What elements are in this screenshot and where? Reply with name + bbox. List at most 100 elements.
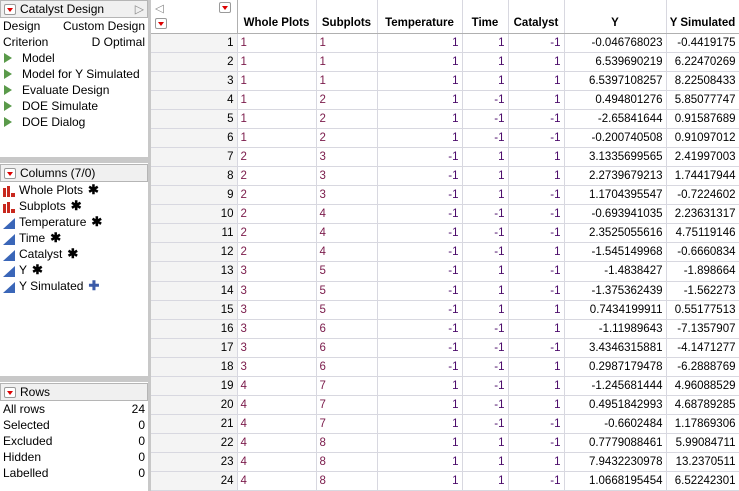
table-cell[interactable]: 8: [316, 452, 378, 473]
panel-splitter[interactable]: [148, 0, 151, 491]
table-cell[interactable]: 2.3525055616: [564, 223, 667, 244]
table-cell[interactable]: -1: [508, 223, 565, 244]
table-cell[interactable]: 1: [462, 147, 509, 168]
table-cell[interactable]: 0.7779088461: [564, 433, 667, 454]
table-cell[interactable]: 1: [377, 33, 463, 53]
script-item[interactable]: DOE Simulate: [0, 98, 148, 114]
column-header[interactable]: Whole Plots: [237, 0, 317, 34]
table-cell[interactable]: 0.4951842993: [564, 395, 667, 416]
table-cell[interactable]: -0.200740508: [564, 128, 667, 148]
table-cell[interactable]: -1: [377, 166, 463, 187]
table-cell[interactable]: 1: [377, 433, 463, 454]
table-cell[interactable]: 1: [237, 33, 317, 53]
table-cell[interactable]: 1.74417944: [666, 166, 739, 187]
row-number[interactable]: 14: [151, 281, 238, 301]
table-cell[interactable]: 6.22470269: [666, 52, 739, 72]
columns-panel-header[interactable]: Columns (7/0): [0, 164, 148, 182]
table-cell[interactable]: -0.693941035: [564, 204, 667, 225]
table-cell[interactable]: 1: [508, 71, 565, 91]
column-header[interactable]: Y Simulated: [666, 0, 739, 34]
table-cell[interactable]: -1: [462, 90, 509, 110]
row-number[interactable]: 12: [151, 242, 238, 263]
table-cell[interactable]: 4: [237, 433, 317, 454]
table-cell[interactable]: 4: [237, 376, 317, 396]
table-cell[interactable]: 4.96088529: [666, 376, 739, 396]
table-cell[interactable]: 5: [316, 281, 378, 301]
table-cell[interactable]: 1: [377, 471, 463, 491]
table-cell[interactable]: 2: [316, 90, 378, 110]
row-number[interactable]: 24: [151, 471, 238, 491]
column-item[interactable]: Catalyst ✱: [0, 246, 148, 262]
column-item[interactable]: Temperature ✱: [0, 214, 148, 230]
row-number[interactable]: 3: [151, 71, 238, 91]
table-cell[interactable]: 6: [316, 357, 378, 377]
table-cell[interactable]: -1: [462, 223, 509, 244]
table-cell[interactable]: 2: [316, 109, 378, 129]
table-cell[interactable]: -7.1357907: [666, 319, 739, 339]
table-cell[interactable]: -0.6602484: [564, 414, 667, 435]
table-cell[interactable]: 1: [237, 109, 317, 129]
table-cell[interactable]: 1: [508, 242, 565, 263]
table-row[interactable]: 6 1 2 1 -1 -1 -0.200740508 0.91097012: [151, 128, 739, 148]
table-cell[interactable]: 1: [508, 395, 565, 416]
table-cell[interactable]: -1: [462, 242, 509, 263]
table-cell[interactable]: 1.17869306: [666, 414, 739, 435]
table-cell[interactable]: 1: [508, 166, 565, 187]
role-asterisk-icon[interactable]: ✱: [88, 182, 99, 197]
table-row[interactable]: 9 2 3 -1 1 -1 1.1704395547 -0.7224602: [151, 185, 739, 206]
table-cell[interactable]: -0.046768023: [564, 33, 667, 53]
row-number[interactable]: 21: [151, 414, 238, 435]
table-cell[interactable]: 3: [316, 147, 378, 168]
play-script-icon[interactable]: [4, 117, 12, 127]
table-cell[interactable]: 2: [237, 204, 317, 225]
table-cell[interactable]: 2.2739679213: [564, 166, 667, 187]
table-cell[interactable]: -6.2888769: [666, 357, 739, 377]
row-number[interactable]: 18: [151, 357, 238, 377]
table-cell[interactable]: 1: [377, 128, 463, 148]
table-row[interactable]: 20 4 7 1 -1 1 0.4951842993 4.68789285: [151, 395, 739, 416]
table-cell[interactable]: 2: [237, 166, 317, 187]
table-cell[interactable]: 8: [316, 433, 378, 454]
table-cell[interactable]: -1.898664: [666, 261, 739, 282]
table-cell[interactable]: 4: [237, 414, 317, 435]
table-cell[interactable]: -1.375362439: [564, 281, 667, 301]
role-asterisk-icon[interactable]: ✱: [32, 262, 43, 277]
row-number[interactable]: 4: [151, 90, 238, 110]
table-cell[interactable]: -1: [377, 147, 463, 168]
red-triangle-menu-icon[interactable]: [4, 386, 16, 398]
row-number[interactable]: 23: [151, 452, 238, 473]
table-cell[interactable]: 1: [462, 281, 509, 301]
table-cell[interactable]: 7: [316, 395, 378, 416]
table-cell[interactable]: 1.0668195454: [564, 471, 667, 491]
panel-divider[interactable]: [0, 376, 148, 382]
table-cell[interactable]: -1.4838427: [564, 261, 667, 282]
table-cell[interactable]: 5: [316, 261, 378, 282]
column-item[interactable]: Y ✱: [0, 262, 148, 278]
column-header[interactable]: Catalyst: [508, 0, 565, 34]
red-triangle-menu-icon[interactable]: [4, 3, 16, 15]
table-cell[interactable]: 2: [316, 128, 378, 148]
table-cell[interactable]: -1: [508, 433, 565, 454]
table-cell[interactable]: 1: [316, 52, 378, 72]
play-script-icon[interactable]: [4, 53, 12, 63]
table-row[interactable]: 19 4 7 1 -1 1 -1.245681444 4.96088529: [151, 376, 739, 396]
table-cell[interactable]: 8: [316, 471, 378, 491]
column-item[interactable]: Subplots ✱: [0, 198, 148, 214]
table-cell[interactable]: 4: [316, 204, 378, 225]
table-row[interactable]: 11 2 4 -1 -1 -1 2.3525055616 4.75119146: [151, 223, 739, 244]
panel-divider[interactable]: [0, 157, 148, 163]
role-asterisk-icon[interactable]: ✱: [67, 246, 79, 261]
table-row[interactable]: 23 4 8 1 1 1 7.9432230978 13.2370511: [151, 452, 739, 473]
column-header[interactable]: Y: [564, 0, 667, 34]
table-cell[interactable]: 1: [462, 471, 509, 491]
table-cell[interactable]: 7: [316, 414, 378, 435]
table-row[interactable]: 10 2 4 -1 -1 -1 -0.693941035 2.23631317: [151, 204, 739, 225]
table-cell[interactable]: -1: [462, 319, 509, 339]
table-cell[interactable]: -1.562273: [666, 281, 739, 301]
table-cell[interactable]: 1: [508, 376, 565, 396]
table-cell[interactable]: 6.5397108257: [564, 71, 667, 91]
table-cell[interactable]: 4.68789285: [666, 395, 739, 416]
table-cell[interactable]: 5.99084711: [666, 433, 739, 454]
table-cell[interactable]: 1: [316, 71, 378, 91]
table-cell[interactable]: 3: [237, 319, 317, 339]
